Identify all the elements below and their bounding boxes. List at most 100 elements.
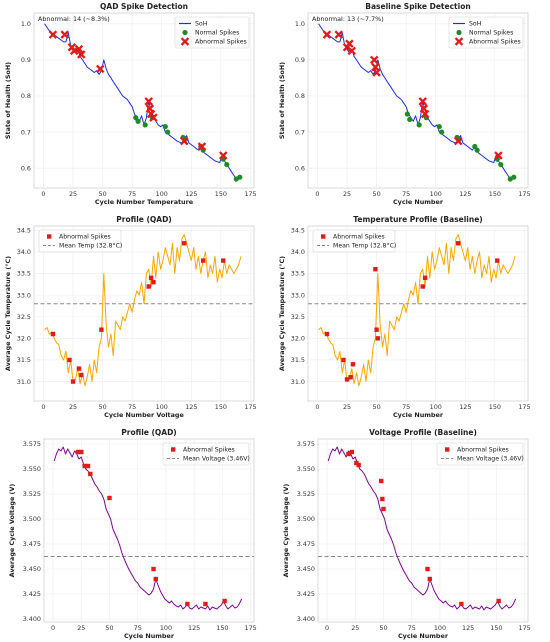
y-tick-label: 3.425 [23,590,41,598]
x-axis-label: Cycle Number [124,632,175,640]
subplot-6: 0 25 50 75 100 125 150 175 3.400 3.425 3.450 3.475 3… [282,428,531,640]
normal-spike-point [498,161,504,168]
x-tick-label: 125 [459,403,471,411]
abnormal-spike-point [75,449,81,455]
chart-title: Voltage Profile (Baseline) [369,428,477,437]
x-axis-label: Cycle Number [393,198,444,206]
y-tick-label: 3.550 [297,465,315,473]
y-tick-label: 1.0 [21,20,31,28]
y-tick-label: 3.400 [23,615,41,623]
abnormal-spike-point [347,46,357,56]
y-axis-label: Average Cycle Voltage (V) [8,484,16,578]
legend-swatch-abnormal [454,37,464,46]
x-tick-label: 75 [402,190,410,198]
legend-label: Abnormal Spikes [195,39,247,46]
chart-title: Baseline Spike Detection [365,2,470,11]
abnormal-spike-point [50,331,56,337]
abnormal-count-annotation: Abnormal: 13 (~7.7%) [312,15,384,23]
y-tick-label: 0.9 [295,56,305,64]
series-line [327,446,517,611]
abnormal-spike-point [67,357,72,363]
legend-swatch-normal [456,29,462,36]
abnormal-spike-point [179,136,189,146]
legend-box [174,16,250,49]
legend: SoH Normal Spikes Abnormal Spikes [448,16,524,49]
abnormal-spike-point [151,279,156,285]
abnormal-spike-point [334,30,344,39]
normal-spike-point [511,174,517,180]
abnormal-spike-point [221,258,226,263]
legend: Abnormal Spikes Mean Voltage (3.46V) [162,442,250,466]
normal-spike-point [474,147,480,153]
abnormal-spike-point-b [77,50,86,59]
abnormal-spike-point [322,30,332,39]
abnormal-spike-point-b [372,68,381,77]
normal-spike-point [135,118,141,124]
normal-spike-point [162,124,168,130]
normal-spike-point [407,116,413,123]
y-tick-label: 34.0 [17,248,31,256]
abnormal-spike-point [107,495,112,501]
x-tick-label: 25 [343,403,351,411]
normal-spike-point [404,111,410,117]
y-tick-label: 32.5 [291,313,305,321]
legend-box [448,16,524,49]
abnormal-spike-point-b [179,136,189,146]
legend-swatch-normal [182,29,188,36]
x-tick-label: 100 [430,403,442,411]
chart-title: QAD Spike Detection [100,2,188,11]
x-axis-label: Cycle Number [398,632,449,640]
y-tick-label: 33.5 [17,270,31,278]
abnormal-spike-point-b [418,97,427,106]
x-axis-label: Cycle Number [393,411,444,419]
x-tick-label: 50 [99,190,107,198]
x-tick-label: 125 [462,624,474,632]
x-tick-label: 50 [105,624,113,632]
y-tick-label: 32.5 [17,313,31,321]
x-tick-label: 0 [41,403,45,411]
y-tick-label: 33.0 [17,291,31,299]
abnormal-spike-point [374,327,379,332]
abnormal-spike-point [345,39,354,48]
x-tick-label: 100 [434,624,446,632]
x-tick-label: 0 [41,190,45,198]
abnormal-spike-point [149,113,158,122]
abnormal-spike-point-b [218,151,228,160]
x-tick-label: 0 [315,403,319,411]
abnormal-spike-point-b [345,39,354,48]
y-axis-label: Average Cycle Temperature (°C) [278,256,286,371]
abnormal-spike-point [218,151,228,160]
y-tick-label: 31.5 [291,356,305,364]
x-tick-label: 150 [216,624,228,632]
x-tick-label: 75 [134,624,142,632]
x-tick-label: 0 [325,624,329,632]
legend-box [38,229,122,253]
abnormal-spike-point [496,598,501,604]
x-tick-label: 25 [69,190,77,198]
x-tick-label: 100 [156,403,168,411]
abnormal-count-annotation: Abnormal: 14 (~8.3%) [38,15,110,23]
y-tick-label: 0.7 [21,128,31,136]
abnormal-spike-point-b [95,64,105,74]
y-tick-label: 3.500 [23,515,41,523]
y-tick-label: 33.0 [291,291,305,299]
abnormal-spike-point-b [144,97,153,106]
plot-area [33,225,255,402]
abnormal-spike-point-b [69,46,79,56]
legend-label: Abnormal Spikes [457,447,509,454]
abnormal-spike-point-b [494,151,503,160]
abnormal-spike-point-b [74,44,84,54]
abnormal-spike-point-b [453,136,463,146]
abnormal-spike-point [344,377,350,382]
legend-swatch-abnormal [171,447,176,452]
x-axis-label: Cycle Number Voltage [104,411,184,419]
legend-box [312,229,396,253]
abnormal-spike-point [380,496,385,502]
y-axis-label: State of Health (SoH) [4,62,12,139]
subplot-5: 0 25 50 75 100 125 150 175 3.400 3.425 3.450 3.475 3… [8,428,257,640]
abnormal-spike-point [203,601,208,607]
abnormal-spike-point [74,44,84,54]
chart-title: Profile (QAD) [116,215,171,224]
